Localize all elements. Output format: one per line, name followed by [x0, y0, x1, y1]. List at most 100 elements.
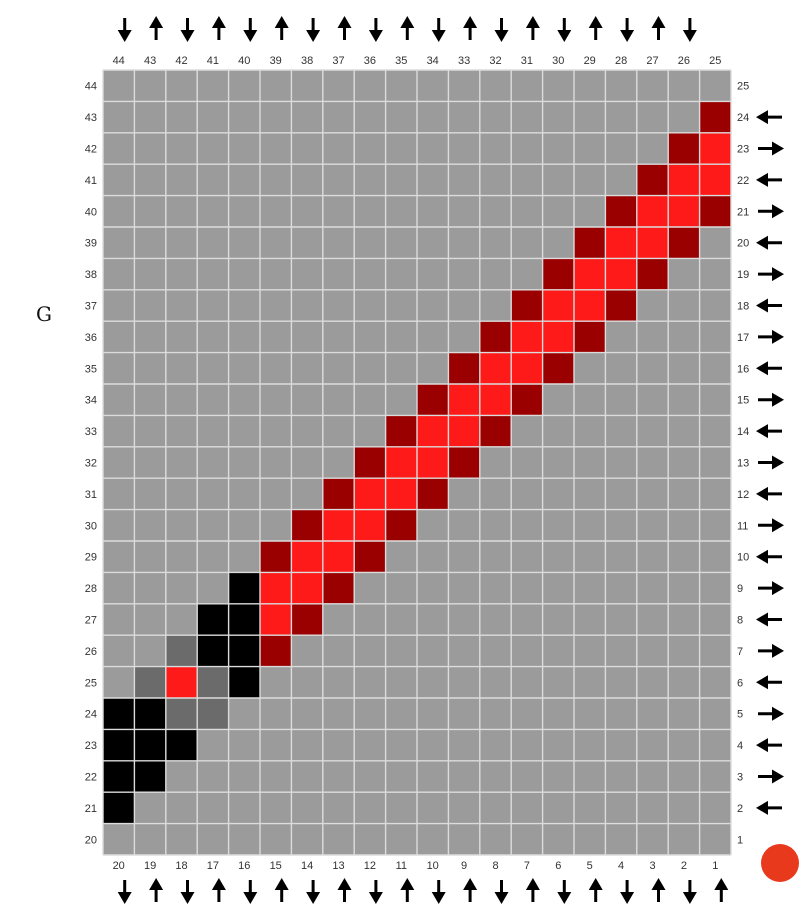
cell-black	[228, 666, 260, 698]
colored-cells	[103, 101, 731, 824]
arrow-right-icon	[758, 455, 784, 470]
arrow-right-icon	[758, 204, 784, 219]
cell-dark-red	[668, 132, 700, 165]
cell-black	[165, 729, 198, 761]
cell-dark-grey	[197, 666, 229, 698]
row-label-right: 19	[737, 269, 749, 281]
cell-black	[197, 635, 229, 667]
arrow-left-icon	[756, 172, 782, 187]
arrow-up-icon	[463, 16, 478, 40]
arrow-down-icon	[368, 18, 383, 42]
row-label-left: 34	[85, 395, 97, 407]
cell-bright-red	[354, 478, 386, 510]
cell-dark-red	[385, 509, 417, 541]
cell-bright-red	[605, 258, 637, 290]
arrow-down-icon	[494, 18, 509, 42]
cell-bright-red	[448, 384, 480, 416]
column-label-bottom: 14	[301, 860, 313, 872]
row-label-right: 6	[737, 677, 743, 689]
row-label-right: 25	[737, 81, 749, 93]
row-label-right: 21	[737, 206, 749, 218]
row-label-left: 32	[85, 458, 97, 470]
row-label-right: 23	[737, 144, 749, 156]
arrow-down-icon	[494, 880, 509, 904]
row-label-left: 22	[85, 772, 97, 784]
row-label-right: 14	[737, 426, 749, 438]
row-label-left: 26	[85, 646, 97, 658]
cell-dark-red	[479, 415, 512, 447]
cell-dark-grey	[134, 666, 166, 698]
row-label-right: 11	[737, 520, 748, 532]
column-label-bottom: 4	[618, 860, 624, 872]
row-column-labels: 44 43 42 41 40 39 38 37 36 35 34 33 32 31 30 29 28 27 26 25…	[85, 55, 750, 872]
cell-dark-red	[354, 446, 386, 479]
arrow-up-icon	[274, 16, 289, 40]
cell-bright-red	[668, 164, 700, 196]
cell-bright-red	[291, 572, 323, 604]
cell-black	[134, 729, 166, 761]
cell-bright-red	[636, 227, 669, 259]
cell-black	[134, 698, 166, 730]
column-label-top: 28	[615, 55, 627, 67]
column-label-top: 33	[458, 55, 470, 67]
cell-bright-red	[354, 509, 386, 541]
arrow-up-icon	[714, 878, 729, 902]
arrow-left-icon	[756, 361, 782, 376]
arrow-down-icon	[557, 880, 572, 904]
row-label-left: 40	[85, 206, 97, 218]
arrow-right-icon	[758, 267, 784, 282]
cell-dark-red	[354, 541, 386, 573]
column-label-top: 41	[207, 55, 219, 67]
cell-bright-red	[291, 541, 323, 573]
cell-dark-grey	[165, 698, 198, 730]
direction-arrows	[117, 16, 784, 904]
cell-bright-red	[699, 132, 731, 165]
arrow-right-icon	[758, 581, 784, 596]
arrow-down-icon	[431, 880, 446, 904]
column-label-top: 40	[238, 55, 250, 67]
cell-bright-red	[417, 415, 449, 447]
column-label-bottom: 8	[492, 860, 498, 872]
column-label-bottom: 3	[649, 860, 655, 872]
cell-dark-red	[260, 541, 292, 573]
row-label-right: 2	[737, 803, 743, 815]
cell-bright-red	[322, 541, 355, 573]
cell-dark-red	[260, 635, 292, 667]
arrow-down-icon	[682, 18, 697, 42]
arrow-down-icon	[368, 880, 383, 904]
row-label-right: 7	[737, 646, 743, 658]
cell-dark-red	[668, 227, 700, 259]
arrow-down-icon	[117, 18, 132, 42]
row-label-left: 28	[85, 583, 97, 595]
arrow-up-icon	[651, 878, 666, 902]
row-label-left: 23	[85, 740, 97, 752]
cell-black	[103, 729, 135, 761]
arrow-up-icon	[588, 878, 603, 902]
arrow-up-icon	[274, 878, 289, 902]
cell-dark-red	[574, 321, 606, 353]
column-label-bottom: 12	[364, 860, 376, 872]
column-label-bottom: 6	[555, 860, 561, 872]
column-label-top: 39	[270, 55, 282, 67]
row-label-right: 15	[737, 395, 749, 407]
row-label-left: 20	[85, 834, 97, 846]
arrow-up-icon	[651, 16, 666, 40]
cell-bright-red	[542, 321, 574, 353]
column-label-top: 35	[395, 55, 407, 67]
row-label-left: 38	[85, 269, 97, 281]
side-label-g: G	[36, 302, 52, 326]
arrow-right-icon	[758, 141, 784, 156]
row-label-right: 22	[737, 175, 749, 187]
column-label-bottom: 11	[396, 860, 407, 872]
arrow-down-icon	[620, 18, 635, 42]
cell-black	[134, 760, 166, 793]
arrow-up-icon	[400, 16, 415, 40]
cell-dark-red	[574, 227, 606, 259]
row-label-right: 18	[737, 301, 749, 313]
arrow-down-icon	[431, 18, 446, 42]
row-label-right: 1	[737, 834, 743, 846]
cell-dark-red	[605, 289, 637, 322]
column-label-bottom: 19	[144, 860, 156, 872]
arrow-down-icon	[306, 880, 321, 904]
arrow-left-icon	[756, 675, 782, 690]
